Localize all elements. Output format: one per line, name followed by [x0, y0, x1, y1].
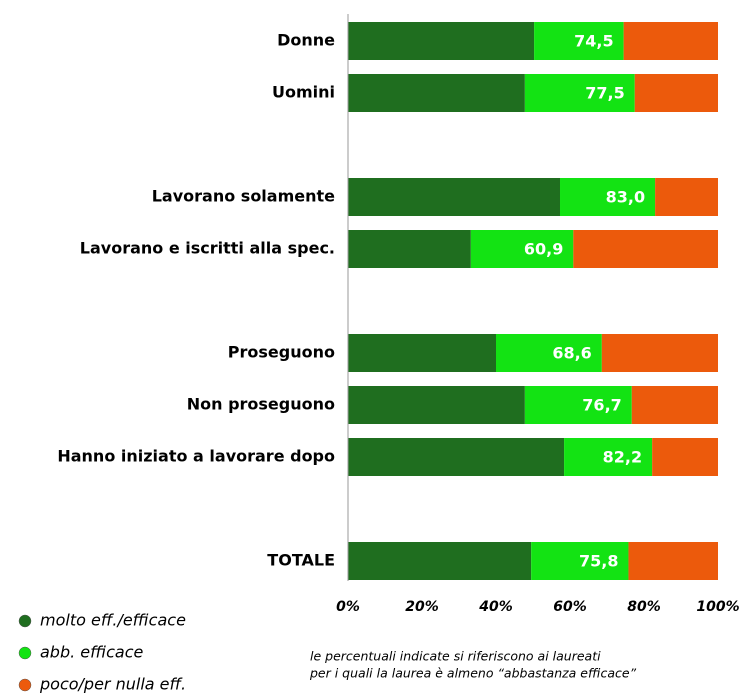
data-label: 83,0 [606, 188, 645, 207]
bar-segment [531, 542, 629, 580]
bar-segment [631, 386, 718, 424]
x-tick-label: 80% [627, 599, 661, 615]
bar-segment [348, 22, 535, 60]
bar-segment [524, 74, 635, 112]
data-label: 75,8 [579, 552, 618, 571]
x-tick-label: 40% [478, 599, 513, 615]
x-tick-label: 0% [336, 599, 360, 615]
data-label: 74,5 [574, 32, 613, 51]
data-label: 60,9 [524, 240, 563, 259]
category-label: Non proseguono [187, 395, 335, 414]
bar-segment [524, 386, 632, 424]
bar-segment [348, 386, 525, 424]
annotation: le percentuali indicate si riferiscono a… [310, 649, 601, 664]
bar-segment [534, 22, 624, 60]
category-label: Hanno iniziato a lavorare dopo [57, 447, 335, 466]
bar-segment [634, 74, 718, 112]
bar-segment [623, 22, 718, 60]
bar-segment [652, 438, 718, 476]
data-label: 68,6 [552, 344, 591, 363]
bar-segment [560, 178, 656, 216]
bar-segment [628, 542, 718, 580]
legend-label: molto eff./efficace [40, 611, 186, 630]
category-label: Proseguono [228, 343, 335, 362]
x-tick-label: 20% [405, 599, 439, 615]
data-label: 77,5 [585, 84, 624, 103]
bar-segment [601, 334, 718, 372]
category-label: TOTALE [267, 551, 335, 570]
x-tick-label: 100% [696, 599, 739, 615]
bar-segment [573, 230, 718, 268]
bar-segment [348, 74, 525, 112]
category-label: Uomini [272, 83, 335, 102]
bar-segment [348, 230, 471, 268]
data-label: 82,2 [603, 448, 642, 467]
legend-label: poco/per nulla eff. [39, 675, 186, 694]
category-label: Donne [277, 31, 335, 50]
category-label: Lavorano solamente [152, 187, 335, 206]
bar-segment [470, 230, 574, 268]
bar-segment [496, 334, 602, 372]
legend-label: abb. efficace [40, 643, 144, 662]
legend-marker [18, 646, 32, 660]
legend-marker [18, 678, 32, 692]
x-tick-label: 60% [553, 599, 587, 615]
annotation: per i quali la laurea è almeno “abbastan… [309, 666, 637, 681]
bar-segment [348, 542, 532, 580]
data-label: 76,7 [582, 396, 621, 415]
category-label: Lavorano e iscritti alla spec. [80, 239, 335, 258]
bar-segment [564, 438, 653, 476]
legend-marker [18, 614, 32, 628]
bar-segment [655, 178, 718, 216]
bar-segment [348, 334, 496, 372]
bar-segment [348, 438, 565, 476]
bar-segment [348, 178, 561, 216]
